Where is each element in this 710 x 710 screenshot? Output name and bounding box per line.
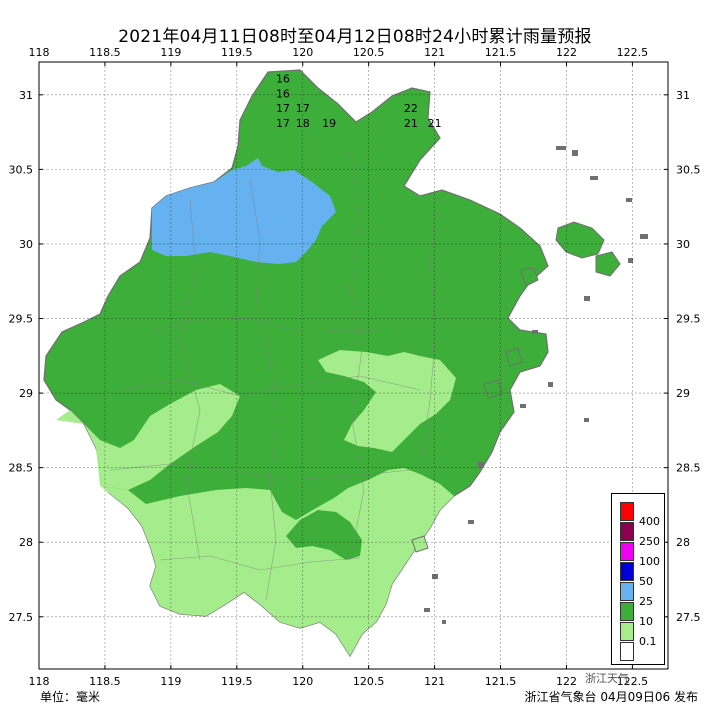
zone-light-west [56,384,240,490]
color-legend: 400 250 100 50 25 10 0.1 [611,493,665,665]
issuer-label: 浙江省气象台 04月09日06 发布 [524,690,698,704]
island-ne [595,251,621,277]
station-value: 19 [322,117,336,130]
lon-ticks-bottom: 118 118.5 119 119.5 120 120.5 121 121.5 122 122.5 [29,665,649,688]
lat-tick-label: 29 [676,387,690,400]
lon-tick-label: 120.5 [353,675,385,688]
station-value: 21 [428,117,442,130]
station-value: 17 [276,117,290,130]
lat-tick-label: 30.5 [676,163,701,176]
lon-tick-label: 120 [292,675,313,688]
lon-tick-label: 118 [29,675,50,688]
lon-tick-label: 118.5 [89,46,121,59]
lat-ticks-left: 31 30.5 30 29.5 29 28.5 28 27.5 [9,89,43,624]
lon-tick-label: 120 [292,46,313,59]
offshore-islets [424,146,648,624]
unit-label: 单位：毫米 [40,690,101,704]
legend-swatch [620,522,634,541]
legend-label: 25 [639,595,653,608]
zone-light-east [318,350,456,452]
county-boundaries [109,149,441,601]
legend-swatch [620,582,634,601]
lat-tick-label: 28.5 [676,462,701,475]
legend-label: 100 [639,555,660,568]
lat-tick-label: 31 [676,89,690,102]
legend-swatch [620,542,634,561]
lat-lon-grid [38,62,668,669]
lon-tick-label: 119 [160,46,181,59]
station-value: 17 [296,102,310,115]
lat-tick-label: 31 [19,89,33,102]
legend-swatch [620,642,634,661]
legend-label: 0.1 [639,635,657,648]
lon-tick-label: 122.5 [617,46,649,59]
lon-tick-label: 118.5 [89,675,121,688]
lat-tick-label: 30.5 [9,163,34,176]
lon-tick-label: 118 [29,46,50,59]
lat-tick-label: 29 [19,387,33,400]
lon-tick-label: 122 [556,675,577,688]
lat-tick-label: 27.5 [676,611,701,624]
island-se [411,535,429,553]
island-zhoushan [555,221,605,259]
station-value: 16 [276,87,290,100]
lat-ticks-right: 31 30.5 30 29.5 29 28.5 28 27.5 [664,89,701,624]
lon-tick-label: 121 [424,46,445,59]
lon-tick-label: 121.5 [485,46,517,59]
lat-tick-label: 28 [19,536,33,549]
zone-green-inner [286,510,362,560]
lat-tick-label: 29.5 [9,313,34,326]
island-e3 [483,379,503,399]
lon-tick-label: 122.5 [617,675,649,688]
station-value: 22 [404,102,418,115]
lat-tick-label: 28.5 [9,462,34,475]
lat-tick-label: 29.5 [676,313,701,326]
legend-label: 10 [639,615,653,628]
legend-swatch-top [620,502,634,521]
island-e2 [505,347,523,367]
lon-tick-label: 122 [556,46,577,59]
lon-tick-label: 119 [160,675,181,688]
legend-label: 400 [639,515,660,528]
station-value: 18 [296,117,310,130]
legend-swatch [620,622,634,641]
zone-blue-north [152,158,336,264]
station-values: 16 16 17 17 22 17 18 19 21 21 [276,72,442,130]
station-value: 21 [404,117,418,130]
lat-tick-label: 28 [676,536,690,549]
watermark-text: 浙江天气 [585,672,629,685]
lat-tick-label: 27.5 [9,611,34,624]
lat-tick-label: 30 [19,238,33,251]
legend-swatch [620,562,634,581]
lon-tick-label: 119.5 [221,46,253,59]
legend-label: 250 [639,535,660,548]
zone-light-south [100,468,454,656]
island-e1 [519,267,539,287]
lat-tick-label: 30 [676,238,690,251]
lon-tick-label: 121.5 [485,675,517,688]
legend-label: 50 [639,575,653,588]
station-value: 16 [276,72,290,85]
lon-tick-label: 121 [424,675,445,688]
lon-tick-label: 120.5 [353,46,385,59]
legend-swatch [620,602,634,621]
station-value: 17 [276,102,290,115]
map-title: 2021年04月11日08时至04月12日08时24小时累计雨量预报 [118,27,592,47]
lon-tick-label: 119.5 [221,675,253,688]
lon-ticks-top: 118 118.5 119 119.5 120 120.5 121 121.5 122 122.5 [29,46,649,66]
